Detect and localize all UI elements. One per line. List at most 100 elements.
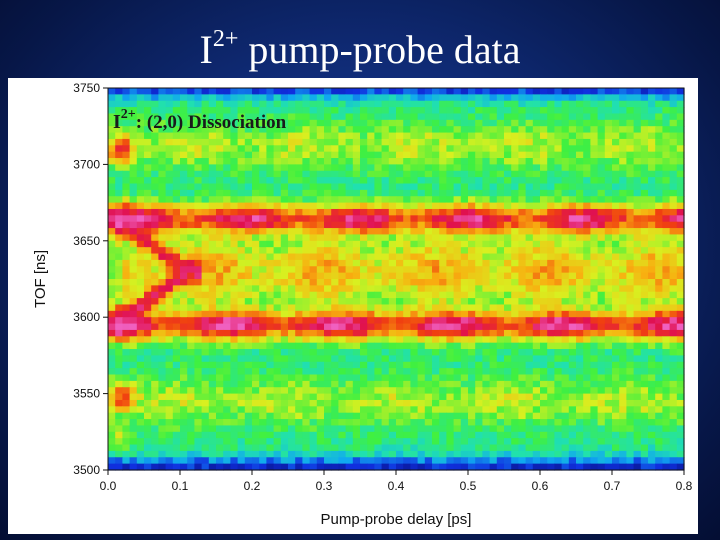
heatmap-cell xyxy=(676,272,685,280)
heatmap-cell xyxy=(122,329,131,337)
heatmap-cell xyxy=(597,100,606,108)
heatmap-cell xyxy=(367,380,375,388)
heatmap-cell xyxy=(345,253,354,261)
heatmap-cell xyxy=(136,189,145,197)
heatmap-cell xyxy=(396,94,404,102)
heatmap-cell xyxy=(511,177,519,185)
heatmap-cell xyxy=(180,234,188,242)
heatmap-cell xyxy=(597,189,606,197)
heatmap-cell xyxy=(403,221,411,229)
heatmap-cell xyxy=(388,279,397,286)
heatmap-cell xyxy=(568,342,577,350)
heatmap-cell xyxy=(540,189,548,197)
heatmap-cell xyxy=(187,406,195,414)
heatmap-cell xyxy=(187,266,195,274)
heatmap-cell xyxy=(568,196,577,204)
heatmap-cell xyxy=(475,113,483,121)
heatmap-cell xyxy=(424,208,433,216)
heatmap-cell xyxy=(194,349,203,356)
heatmap-cell xyxy=(424,323,433,331)
heatmap-cell xyxy=(655,298,663,306)
heatmap-cell xyxy=(115,336,123,344)
heatmap-cell xyxy=(453,240,462,248)
heatmap-cell xyxy=(511,349,519,356)
heatmap-cell xyxy=(561,399,570,407)
heatmap-cell xyxy=(446,285,455,293)
heatmap-cell xyxy=(180,145,188,153)
heatmap-cell xyxy=(640,247,649,255)
heatmap-cell xyxy=(230,145,239,153)
heatmap-cell xyxy=(180,208,188,216)
heatmap-cell xyxy=(201,177,210,185)
heatmap-cell xyxy=(316,329,325,337)
heatmap-cell xyxy=(525,234,534,242)
heatmap-cell xyxy=(136,94,145,102)
heatmap-cell xyxy=(151,107,159,115)
heatmap-cell xyxy=(108,164,116,172)
heatmap-cell xyxy=(540,177,548,185)
heatmap-cell xyxy=(158,94,167,102)
heatmap-cell xyxy=(280,208,289,216)
heatmap-cell xyxy=(295,450,303,458)
heatmap-cell xyxy=(302,355,311,363)
heatmap-cell xyxy=(338,164,347,172)
heatmap-cell xyxy=(223,107,231,115)
heatmap-cell xyxy=(374,419,383,427)
heatmap-cell xyxy=(136,425,145,433)
heatmap-cell xyxy=(208,457,217,465)
heatmap-cell xyxy=(288,158,296,165)
heatmap-cell xyxy=(525,291,534,299)
heatmap-cell xyxy=(640,126,649,134)
heatmap-cell xyxy=(633,170,642,178)
heatmap-cell xyxy=(640,291,649,299)
heatmap-cell xyxy=(432,138,440,146)
heatmap-cell xyxy=(612,419,620,427)
heatmap-cell xyxy=(482,228,491,236)
heatmap-cell xyxy=(396,145,404,153)
heatmap-cell xyxy=(136,444,145,452)
heatmap-cell xyxy=(475,272,483,280)
heatmap-cell xyxy=(388,310,397,318)
heatmap-cell xyxy=(590,107,599,115)
heatmap-cell xyxy=(381,208,390,216)
heatmap-cell xyxy=(561,221,570,229)
heatmap-cell xyxy=(360,234,368,242)
heatmap-cell xyxy=(403,380,411,388)
heatmap-cell xyxy=(108,323,116,331)
heatmap-cell xyxy=(381,317,390,325)
heatmap-cell xyxy=(619,399,627,407)
heatmap-cell xyxy=(144,88,152,95)
heatmap-cell xyxy=(403,406,411,414)
heatmap-cell xyxy=(144,399,152,407)
heatmap-cell xyxy=(352,170,361,178)
heatmap-cell xyxy=(446,215,455,223)
heatmap-cell xyxy=(561,183,570,191)
heatmap-cell xyxy=(648,304,656,312)
heatmap-cell xyxy=(604,380,613,388)
heatmap-cell xyxy=(525,463,534,471)
heatmap-cell xyxy=(316,196,325,204)
heatmap-cell xyxy=(367,304,375,312)
heatmap-cell xyxy=(410,113,419,121)
heatmap-cell xyxy=(597,158,606,165)
heatmap-cell xyxy=(540,361,548,369)
heatmap-cell xyxy=(511,457,519,465)
heatmap-cell xyxy=(439,317,447,325)
heatmap-cell xyxy=(619,158,627,165)
heatmap-cell xyxy=(324,285,332,293)
heatmap-cell xyxy=(331,88,339,95)
heatmap-cell xyxy=(496,247,505,255)
heatmap-cell xyxy=(518,215,527,223)
heatmap-cell xyxy=(324,291,332,299)
heatmap-cell xyxy=(115,253,123,261)
heatmap-cell xyxy=(273,349,282,356)
heatmap-cell xyxy=(475,228,483,236)
heatmap-cell xyxy=(410,132,419,140)
heatmap-cell xyxy=(388,158,397,165)
heatmap-cell xyxy=(180,189,188,197)
heatmap-cell xyxy=(381,183,390,191)
heatmap-cell xyxy=(352,202,361,210)
heatmap-cell xyxy=(295,463,303,471)
heatmap-cell xyxy=(590,463,599,471)
heatmap-cell xyxy=(187,240,195,248)
